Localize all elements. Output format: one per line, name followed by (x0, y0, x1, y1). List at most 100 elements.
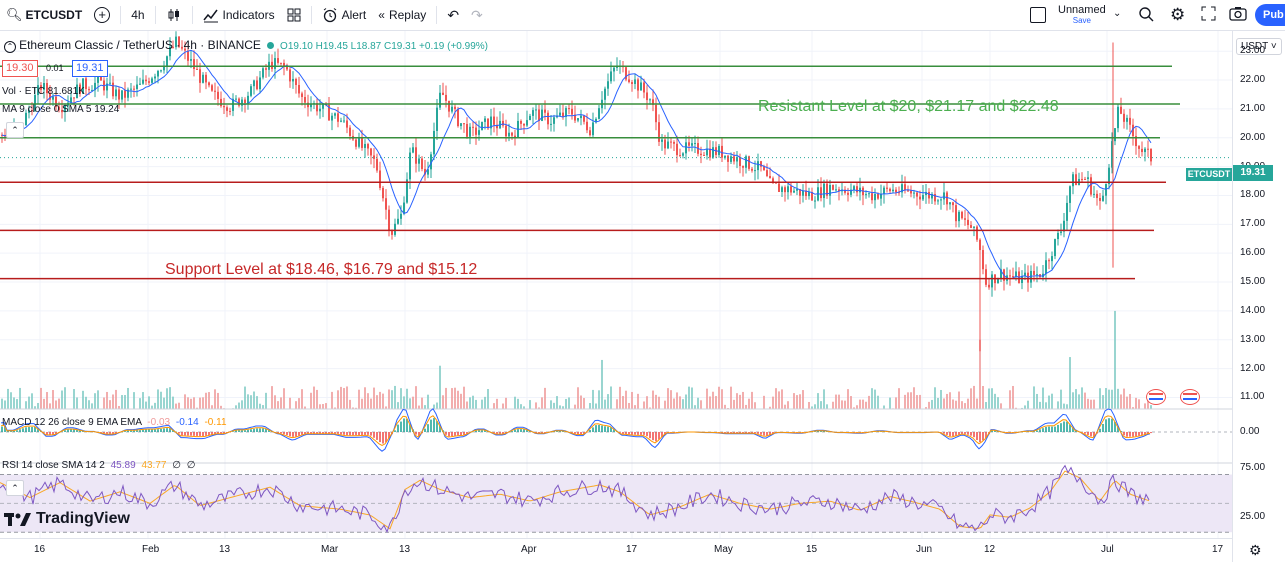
candle-body (757, 161, 759, 170)
replay-button[interactable]: « Replay (372, 0, 432, 30)
undo-button[interactable]: ↶ (441, 0, 465, 30)
volume-bar (283, 388, 285, 409)
resistance-annotation[interactable]: Resistant Level at $20, $21.17 and $22.4… (758, 98, 1059, 116)
volume-bar (823, 389, 825, 409)
candle-body (895, 190, 897, 193)
us-flag-event-icon[interactable] (1146, 389, 1166, 405)
volume-bar (1117, 389, 1119, 409)
volume-bar (205, 393, 207, 409)
volume-bar (982, 386, 984, 409)
macd-histogram-bar (202, 432, 204, 436)
volume-bar (1111, 390, 1113, 409)
macd-histogram-bar (1066, 422, 1068, 432)
candle-body (220, 99, 222, 106)
volume-bar (856, 405, 858, 409)
candle-body (886, 188, 888, 189)
candle-body (1117, 107, 1119, 128)
candle-body (133, 89, 135, 90)
sell-price-box[interactable]: 19.30 (2, 60, 38, 77)
candle-body (1126, 118, 1128, 122)
volume-bar (568, 397, 570, 409)
layout-checkbox-icon[interactable] (1030, 7, 1046, 23)
us-flag-event-icon[interactable] (1180, 389, 1200, 405)
volume-bar (820, 401, 822, 409)
settings-gear-icon[interactable]: ⚙ (1170, 5, 1185, 25)
candle-body (778, 184, 780, 192)
macd-histogram-bar (517, 429, 519, 432)
fullscreen-icon[interactable] (1201, 6, 1216, 24)
tradingview-watermark[interactable]: TradingView (4, 510, 130, 528)
candle-body (229, 111, 231, 112)
macd-histogram-bar (1057, 425, 1059, 432)
alert-button[interactable]: Alert (316, 0, 373, 30)
macd-histogram-bar (454, 432, 456, 436)
candle-body (592, 122, 594, 135)
candle-body (256, 80, 258, 89)
price-axis[interactable]: USDT ˅ 23.0022.0021.0020.0019.0018.0017.… (1232, 31, 1285, 562)
candle-body (1057, 233, 1059, 239)
volume-bar (1063, 404, 1065, 409)
chevron-down-icon[interactable]: ⌄ (1113, 8, 1121, 19)
volume-bar (919, 395, 921, 409)
candle-body (907, 190, 909, 191)
indicators-button[interactable]: Indicators (197, 0, 281, 30)
candle-body (190, 59, 192, 61)
volume-bar (259, 404, 261, 409)
volume-bar (958, 392, 960, 409)
volume-bar (322, 404, 324, 409)
ma-legend[interactable]: MA 9 close 0 SMA 5 19.24 (2, 104, 119, 115)
volume-bar (883, 405, 885, 409)
macd-histogram-bar (367, 432, 369, 435)
price-tick: 21.00 (1240, 103, 1265, 114)
support-annotation[interactable]: Support Level at $18.46, $16.79 and $15.… (165, 261, 477, 279)
volume-bar (964, 403, 966, 409)
compare-button[interactable]: + (88, 0, 116, 30)
macd-histogram-bar (655, 432, 657, 441)
candle-body (1048, 260, 1050, 261)
layouts-button[interactable] (281, 0, 307, 30)
series-legend[interactable]: ⌃ Ethereum Classic / TetherUS · 4h · BIN… (4, 38, 488, 53)
macd-histogram-bar (379, 432, 381, 442)
layout-name-button[interactable]: Unnamed Save (1058, 4, 1106, 26)
macd-legend[interactable]: MACD 12 26 close 9 EMA EMA -0.03 -0.14 -… (2, 417, 227, 428)
macd-histogram-bar (400, 422, 402, 432)
collapse-chevron-icon[interactable]: ⌃ (4, 41, 16, 53)
macd-histogram-bar (961, 432, 963, 434)
macd-histogram-bar (577, 432, 579, 434)
volume-bar (718, 387, 720, 409)
chart-type-button[interactable] (160, 0, 188, 30)
candle-body (463, 123, 465, 124)
collapse-legend-button[interactable]: ⌃ (6, 122, 24, 138)
candle-body (616, 67, 618, 68)
settings-gear-icon[interactable]: ⚙ (1249, 542, 1262, 559)
volume-legend[interactable]: Vol · ETC 81.681K (2, 86, 85, 97)
candle-body (526, 120, 528, 125)
volume-bar (1120, 394, 1122, 409)
volume-bar (682, 399, 684, 409)
candles-icon (166, 7, 182, 23)
rsi-legend[interactable]: RSI 14 close SMA 14 2 45.89 43.77 ∅ ∅ (2, 460, 195, 471)
candle-body (952, 202, 954, 205)
volume-bar (997, 397, 999, 409)
candle-body (1147, 149, 1149, 150)
volume-bar (46, 392, 48, 409)
price-tick: 23.00 (1240, 45, 1265, 56)
volume-bar (379, 392, 381, 409)
macd-histogram-bar (181, 432, 183, 435)
volume-bar (589, 403, 591, 409)
volume-bar (202, 397, 204, 409)
volume-bar (748, 399, 750, 409)
buy-price-box[interactable]: 19.31 (72, 60, 108, 77)
quick-search-button[interactable] (1138, 6, 1154, 25)
volume-bar (574, 405, 576, 409)
time-tick: May (714, 544, 733, 555)
publish-button[interactable]: Pub (1255, 4, 1285, 26)
camera-icon[interactable] (1229, 6, 1247, 24)
symbol-search[interactable]: 🔍︎ ETCUSDT (0, 0, 88, 30)
interval-button[interactable]: 4h (125, 0, 150, 30)
candle-body (244, 100, 246, 104)
macd-histogram-bar (373, 432, 375, 438)
collapse-rsi-button[interactable]: ⌃ (6, 480, 24, 496)
redo-button[interactable]: ↷ (465, 0, 489, 30)
